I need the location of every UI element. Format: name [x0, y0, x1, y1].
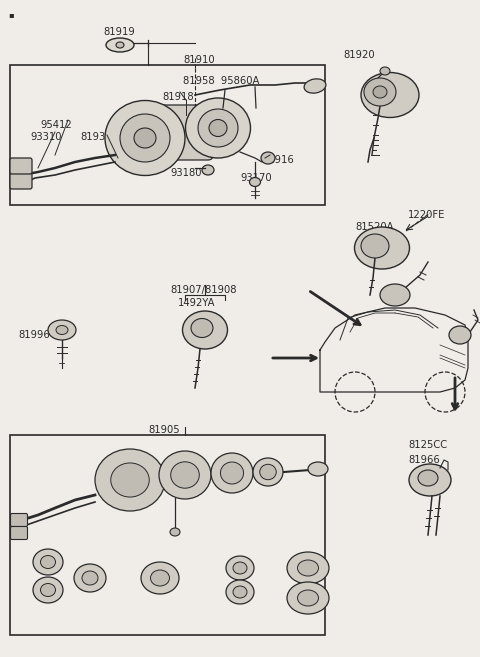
Ellipse shape — [233, 562, 247, 574]
Ellipse shape — [261, 152, 275, 164]
Ellipse shape — [226, 580, 254, 604]
Text: 81910: 81910 — [183, 55, 215, 65]
Ellipse shape — [151, 570, 169, 586]
Ellipse shape — [198, 109, 238, 147]
Ellipse shape — [287, 582, 329, 614]
Ellipse shape — [418, 470, 438, 486]
Ellipse shape — [287, 552, 329, 584]
Ellipse shape — [116, 42, 124, 48]
Text: 1492YA: 1492YA — [178, 298, 216, 308]
Ellipse shape — [171, 462, 199, 488]
Ellipse shape — [449, 326, 471, 344]
Ellipse shape — [361, 234, 389, 258]
Ellipse shape — [361, 72, 419, 118]
Ellipse shape — [298, 560, 319, 576]
Text: 81966: 81966 — [408, 455, 440, 465]
Ellipse shape — [56, 325, 68, 334]
Ellipse shape — [253, 458, 283, 486]
Ellipse shape — [304, 79, 326, 93]
Text: 81958  95860A: 81958 95860A — [183, 76, 259, 86]
Ellipse shape — [182, 311, 228, 349]
Ellipse shape — [250, 177, 261, 187]
Ellipse shape — [380, 284, 410, 306]
Ellipse shape — [40, 556, 56, 568]
Text: 1220FE: 1220FE — [408, 210, 445, 220]
Ellipse shape — [308, 462, 328, 476]
Ellipse shape — [111, 463, 149, 497]
Text: 81920: 81920 — [343, 50, 374, 60]
FancyBboxPatch shape — [11, 514, 27, 526]
Ellipse shape — [74, 564, 106, 592]
Text: ▪: ▪ — [8, 10, 13, 19]
Bar — [10, 65, 325, 205]
Ellipse shape — [409, 464, 451, 496]
FancyBboxPatch shape — [11, 526, 27, 539]
Text: 81996: 81996 — [18, 330, 50, 340]
Ellipse shape — [120, 114, 170, 162]
Ellipse shape — [202, 165, 214, 175]
Ellipse shape — [260, 464, 276, 480]
Text: 81905: 81905 — [148, 425, 180, 435]
Ellipse shape — [95, 449, 165, 511]
FancyBboxPatch shape — [10, 173, 32, 189]
Ellipse shape — [226, 556, 254, 580]
Text: 93180: 93180 — [170, 168, 202, 178]
Ellipse shape — [159, 451, 211, 499]
Ellipse shape — [220, 462, 243, 484]
Ellipse shape — [233, 586, 247, 598]
Text: 81918: 81918 — [162, 92, 193, 102]
Text: 8125CC: 8125CC — [408, 440, 447, 450]
Ellipse shape — [364, 78, 396, 106]
Ellipse shape — [185, 98, 251, 158]
Ellipse shape — [298, 590, 319, 606]
Text: 81520A: 81520A — [355, 222, 394, 232]
Text: 93310: 93310 — [30, 132, 61, 142]
Text: 95412: 95412 — [40, 120, 72, 130]
FancyBboxPatch shape — [10, 158, 32, 174]
Ellipse shape — [106, 38, 134, 52]
Ellipse shape — [40, 583, 56, 597]
Ellipse shape — [380, 67, 390, 75]
Ellipse shape — [33, 549, 63, 575]
Ellipse shape — [105, 101, 185, 175]
Ellipse shape — [355, 227, 409, 269]
Ellipse shape — [48, 320, 76, 340]
Ellipse shape — [209, 120, 227, 137]
Ellipse shape — [33, 577, 63, 603]
Ellipse shape — [82, 571, 98, 585]
Ellipse shape — [134, 128, 156, 148]
Ellipse shape — [373, 86, 387, 98]
Ellipse shape — [170, 528, 180, 536]
Text: 81937: 81937 — [80, 132, 112, 142]
Ellipse shape — [191, 319, 213, 338]
Text: 93170: 93170 — [240, 173, 272, 183]
Ellipse shape — [211, 453, 253, 493]
FancyBboxPatch shape — [143, 105, 213, 160]
Bar — [10, 435, 325, 635]
Text: 81907/81908: 81907/81908 — [170, 285, 237, 295]
Text: 81919: 81919 — [103, 27, 135, 37]
Text: 81916: 81916 — [262, 155, 294, 165]
Ellipse shape — [141, 562, 179, 594]
